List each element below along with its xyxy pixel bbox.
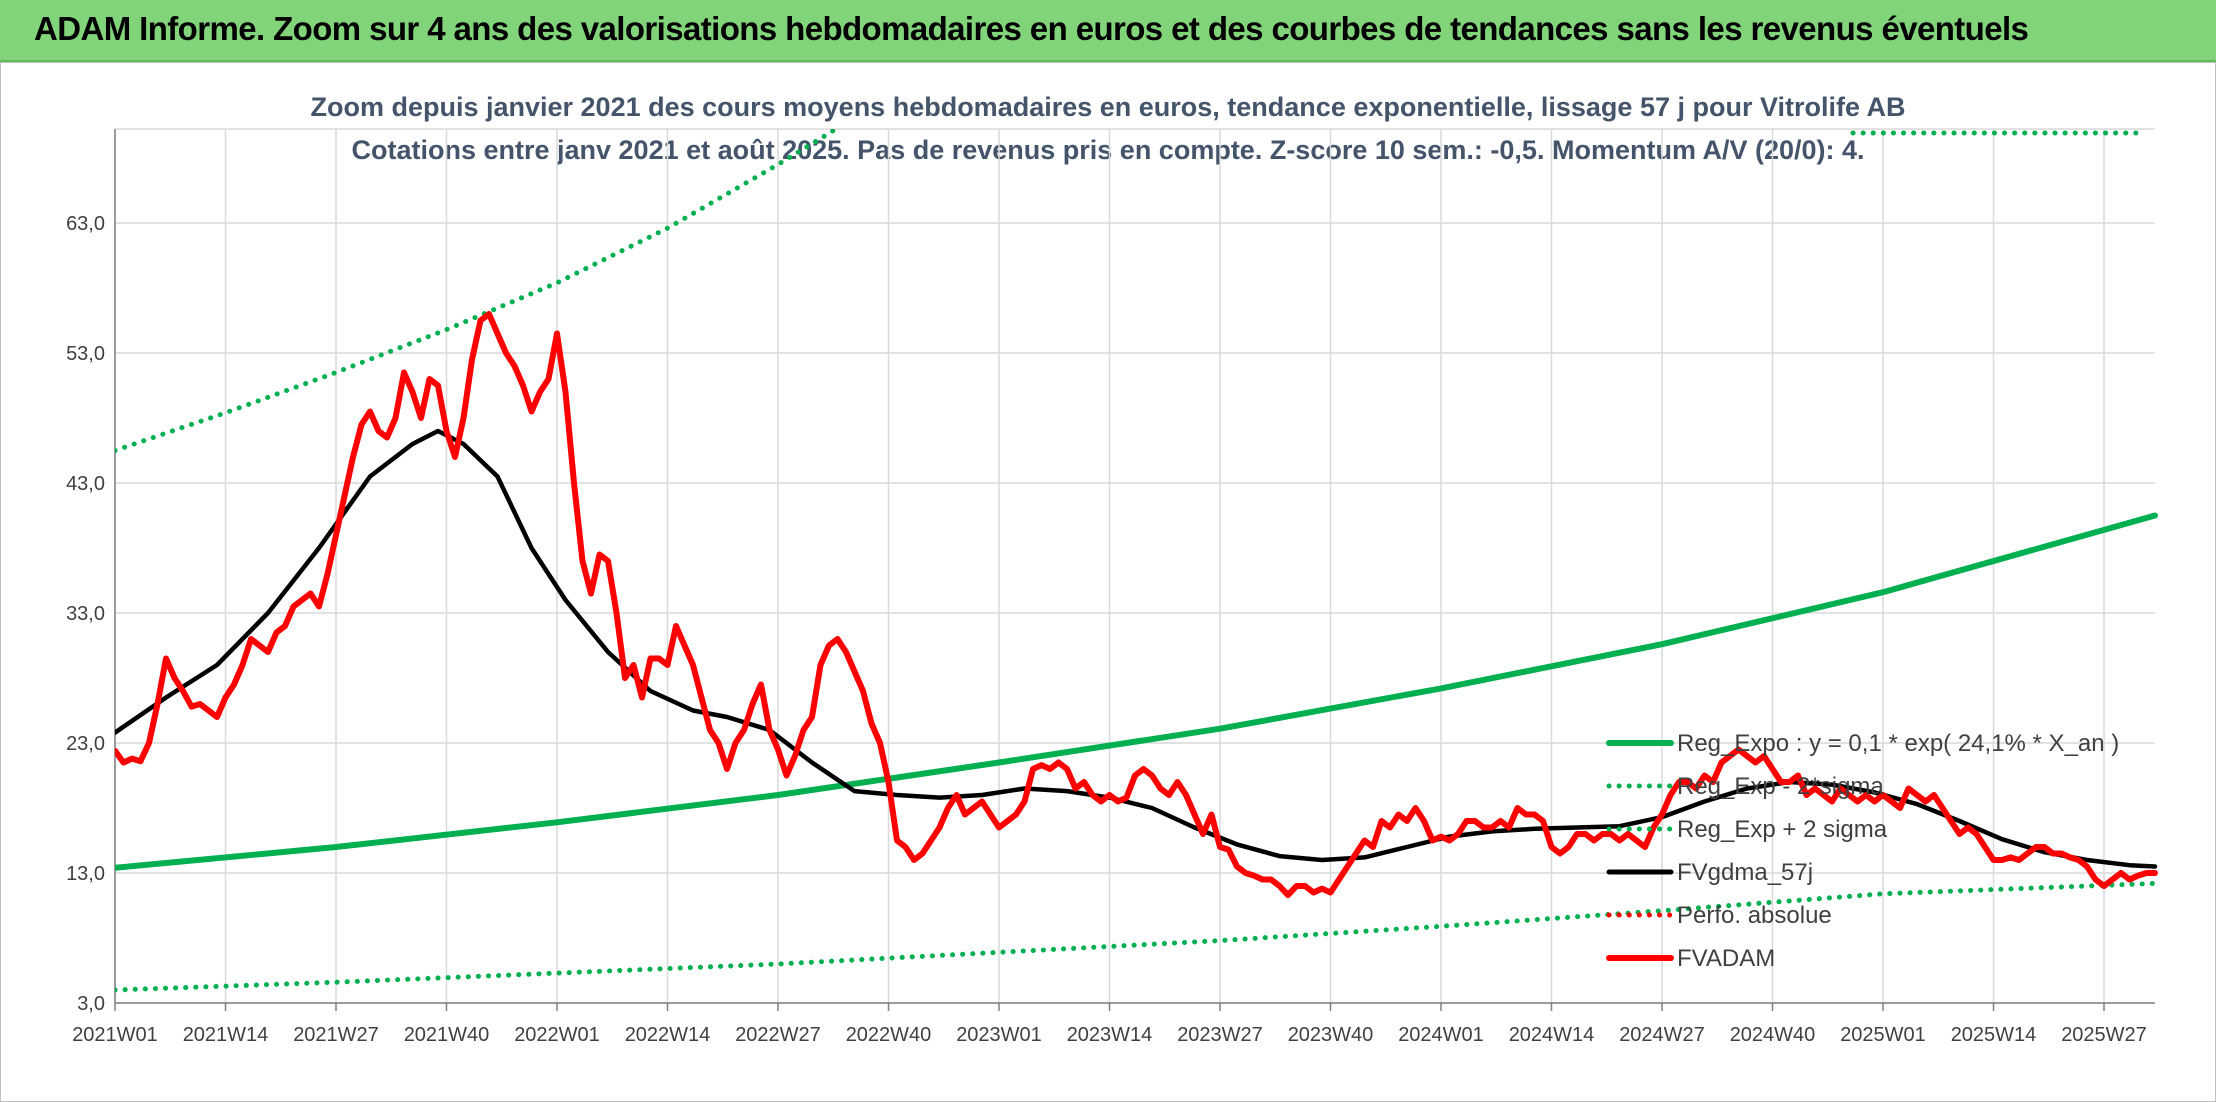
legend-label: Reg_Exp + 2 sigma [1677, 816, 1888, 843]
x-tick-label: 2025W01 [1840, 1024, 1926, 1046]
y-tick-label: 23,0 [66, 733, 105, 755]
x-tick-label: 2022W01 [514, 1024, 600, 1046]
grid-lines [114, 128, 2155, 1004]
line-chart: Zoom depuis janvier 2021 des cours moyen… [66, 92, 2158, 1046]
legend-label: FVgdma_57j [1677, 859, 1813, 886]
legend-label: Perfo. absolue [1677, 902, 1832, 929]
y-tick-label: 53,0 [66, 343, 105, 365]
x-tick-label: 2023W01 [956, 1024, 1042, 1046]
y-tick-label: 33,0 [66, 603, 105, 625]
series-lines [115, 129, 2158, 993]
x-tick-label: 2023W40 [1288, 1024, 1374, 1046]
x-tick-label: 2021W27 [293, 1024, 379, 1046]
y-tick-label: 63,0 [66, 213, 105, 235]
series-line-6 [115, 311, 2158, 899]
series-line-1 [115, 512, 2158, 871]
x-tick-label: 2024W27 [1619, 1024, 1705, 1046]
x-tick-label: 2025W14 [1951, 1024, 2037, 1046]
y-tick-label: 13,0 [66, 863, 105, 885]
x-tick-label: 2022W27 [735, 1024, 821, 1046]
report-title: ADAM Informe. Zoom sur 4 ans des valoris… [34, 10, 2029, 47]
legend-label: Reg_Expo : y = 0,1 * exp( 24,1% * X_an ) [1677, 730, 2119, 757]
y-tick-label: 43,0 [66, 473, 105, 495]
chart-subtitle: Cotations entre janv 2021 et août 2025. … [351, 135, 1864, 165]
legend-label: Reg_Exp - 2*sigma [1677, 773, 1884, 800]
x-tick-label: 2024W40 [1730, 1024, 1816, 1046]
series-line-4 [115, 428, 2158, 869]
y-tick-label: 3,0 [77, 993, 105, 1015]
report-banner: ADAM Informe. Zoom sur 4 ans des valoris… [0, 0, 2216, 62]
chart-title: Zoom depuis janvier 2021 des cours moyen… [310, 92, 1905, 122]
chart-frame: Zoom depuis janvier 2021 des cours moyen… [0, 62, 2216, 1102]
x-tick-label: 2021W40 [404, 1024, 490, 1046]
x-tick-label: 2025W27 [2061, 1024, 2147, 1046]
x-tick-label: 2022W40 [846, 1024, 932, 1046]
legend: Reg_Expo : y = 0,1 * exp( 24,1% * X_an )… [1606, 730, 2119, 972]
x-tick-label: 2023W27 [1177, 1024, 1263, 1046]
x-tick-label: 2023W14 [1067, 1024, 1153, 1046]
series-line-3 [115, 129, 841, 453]
x-tick-label: 2021W14 [183, 1024, 269, 1046]
x-tick-label: 2022W14 [625, 1024, 711, 1046]
x-tick-label: 2024W01 [1398, 1024, 1484, 1046]
x-axis-ticks: 2021W01 2021W14 2021W27 2021W40 2022W01 2022W… [72, 1002, 2155, 1046]
y-axis-ticks: 3,0 13,0 23,0 33,0 43,0 53,0 63,0 [66, 129, 116, 1015]
x-tick-label: 2024W14 [1509, 1024, 1595, 1046]
x-tick-label: 2021W01 [72, 1024, 158, 1046]
series-line-2 [115, 880, 2158, 993]
legend-label: FVADAM [1677, 945, 1775, 972]
